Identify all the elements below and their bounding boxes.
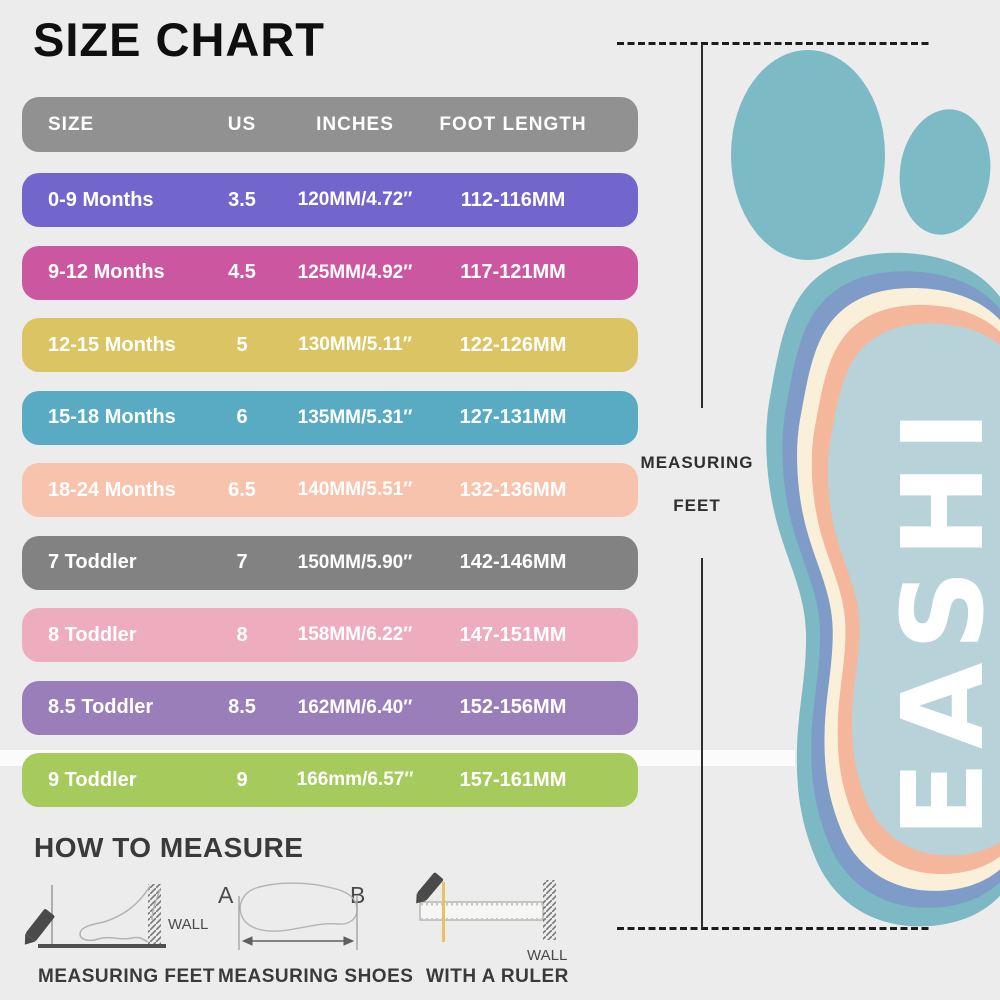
cell-size: 9 Toddler bbox=[48, 768, 137, 791]
table-row: 9-12 Months 4.5 125MM/4.92″ 117-121MM bbox=[22, 245, 638, 300]
cell-us: 8.5 bbox=[228, 696, 256, 718]
foot-sketch bbox=[79, 885, 161, 943]
caption-with-a-ruler: WITH A RULER bbox=[426, 966, 569, 987]
table-row: 0-9 Months 3.5 120MM/4.72″ 112-116MM bbox=[22, 173, 638, 227]
cell-size: 8 Toddler bbox=[48, 623, 137, 646]
cell-us: 4.5 bbox=[228, 261, 256, 283]
cell-foot-length: 142-146MM bbox=[459, 551, 567, 573]
brand-text: EASHI bbox=[879, 398, 1000, 837]
cell-us: 8 bbox=[236, 623, 248, 646]
table-row: 8.5 Toddler 8.5 162MM/6.40″ 152-156MM bbox=[22, 680, 638, 735]
cell-foot-length: 122-126MM bbox=[459, 333, 567, 356]
vertical-guide-line-lower bbox=[701, 558, 703, 929]
pencil-icon bbox=[24, 909, 55, 945]
cell-us: 6 bbox=[236, 406, 248, 428]
cell-us: 7 bbox=[236, 551, 248, 573]
header-inches: INCHES bbox=[316, 113, 394, 135]
cell-size: 18-24 Months bbox=[48, 478, 176, 501]
second-toe-shape bbox=[899, 109, 991, 235]
cell-inches: 150MM/5.90″ bbox=[297, 551, 413, 573]
cell-foot-length: 127-131MM bbox=[459, 406, 567, 428]
cell-size: 15-18 Months bbox=[48, 406, 176, 428]
measure-highlight-line bbox=[442, 882, 445, 942]
cell-foot-length: 112-116MM bbox=[460, 188, 566, 211]
measuring-shoes-diagram: A B bbox=[218, 882, 365, 950]
cell-inches: 120MM/4.72″ bbox=[297, 189, 413, 210]
header-us: US bbox=[227, 113, 257, 135]
point-b-label: B bbox=[350, 882, 365, 908]
size-chart-table: SIZE US INCHES FOOT LENGTH 0-9 Months 3.… bbox=[22, 97, 638, 807]
cell-foot-length: 117-121MM bbox=[460, 261, 566, 283]
table-row: 8 Toddler 8 158MM/6.22″ 147-151MM bbox=[22, 608, 638, 662]
cell-inches: 125MM/4.92″ bbox=[297, 261, 413, 283]
table-row: 15-18 Months 6 135MM/5.31″ 127-131MM bbox=[22, 390, 638, 445]
cell-us: 6.5 bbox=[228, 478, 256, 501]
table-header-row: SIZE US INCHES FOOT LENGTH bbox=[22, 97, 638, 152]
measuring-feet-label-line1: MEASURING bbox=[640, 453, 754, 472]
wall-label: WALL bbox=[527, 947, 567, 962]
cell-foot-length: 157-161MM bbox=[459, 768, 567, 791]
length-arrow bbox=[241, 936, 355, 946]
table-row: 12-15 Months 5 130MM/5.11″ 122-126MM bbox=[22, 318, 638, 372]
cell-inches: 162MM/6.40″ bbox=[297, 696, 413, 718]
cell-size: 7 Toddler bbox=[48, 551, 137, 573]
ruler-ticks bbox=[421, 903, 542, 919]
foot-illustration: EASHI bbox=[731, 50, 1000, 927]
wall-hatch bbox=[543, 880, 556, 940]
cell-inches: 158MM/6.22″ bbox=[297, 624, 413, 645]
table-row: 9 Toddler 9 166mm/6.57″ 157-161MM bbox=[22, 753, 638, 807]
cell-inches: 140MM/5.51″ bbox=[297, 479, 413, 500]
cell-size: 12-15 Months bbox=[48, 333, 176, 356]
vertical-guide-line-upper bbox=[701, 44, 703, 408]
cell-foot-length: 147-151MM bbox=[459, 623, 567, 646]
caption-measuring-feet: MEASURING FEET bbox=[38, 966, 215, 987]
big-toe-shape bbox=[731, 50, 885, 260]
header-size: SIZE bbox=[48, 113, 95, 135]
ground-line bbox=[38, 944, 166, 948]
wall-hatch bbox=[148, 884, 161, 945]
cell-foot-length: 132-136MM bbox=[459, 478, 567, 501]
cell-size: 8.5 Toddler bbox=[48, 696, 154, 718]
pencil-icon bbox=[416, 872, 444, 904]
cell-size: 9-12 Months bbox=[48, 261, 165, 283]
measuring-feet-diagram: WALL bbox=[24, 884, 208, 948]
dashed-guide-line-bottom bbox=[617, 927, 932, 930]
cell-inches: 135MM/5.31″ bbox=[297, 406, 413, 428]
ruler-diagram: WALL bbox=[416, 872, 567, 962]
dashed-guide-line-top bbox=[617, 42, 930, 45]
table-row: 7 Toddler 7 150MM/5.90″ 142-146MM bbox=[22, 535, 638, 590]
cell-us: 9 bbox=[236, 768, 248, 791]
wall-label: WALL bbox=[168, 916, 208, 933]
measuring-feet-label: MEASURING FEET bbox=[626, 453, 768, 516]
table-row: 18-24 Months 6.5 140MM/5.51″ 132-136MM bbox=[22, 463, 638, 517]
cell-us: 5 bbox=[236, 333, 248, 356]
how-to-measure-title: HOW TO MEASURE bbox=[34, 832, 304, 863]
page-title: SIZE CHART bbox=[33, 13, 325, 66]
measuring-feet-label-line2: FEET bbox=[673, 496, 721, 515]
cell-foot-length: 152-156MM bbox=[459, 696, 567, 718]
cell-size: 0-9 Months bbox=[48, 188, 154, 211]
cell-us: 3.5 bbox=[228, 188, 256, 211]
point-a-label: A bbox=[218, 882, 234, 908]
shoe-outline bbox=[239, 882, 358, 932]
cell-inches: 130MM/5.11″ bbox=[298, 334, 412, 355]
caption-measuring-shoes: MEASURING SHOES bbox=[218, 966, 414, 987]
cell-inches: 166mm/6.57″ bbox=[296, 769, 414, 790]
header-foot-length: FOOT LENGTH bbox=[439, 113, 587, 135]
